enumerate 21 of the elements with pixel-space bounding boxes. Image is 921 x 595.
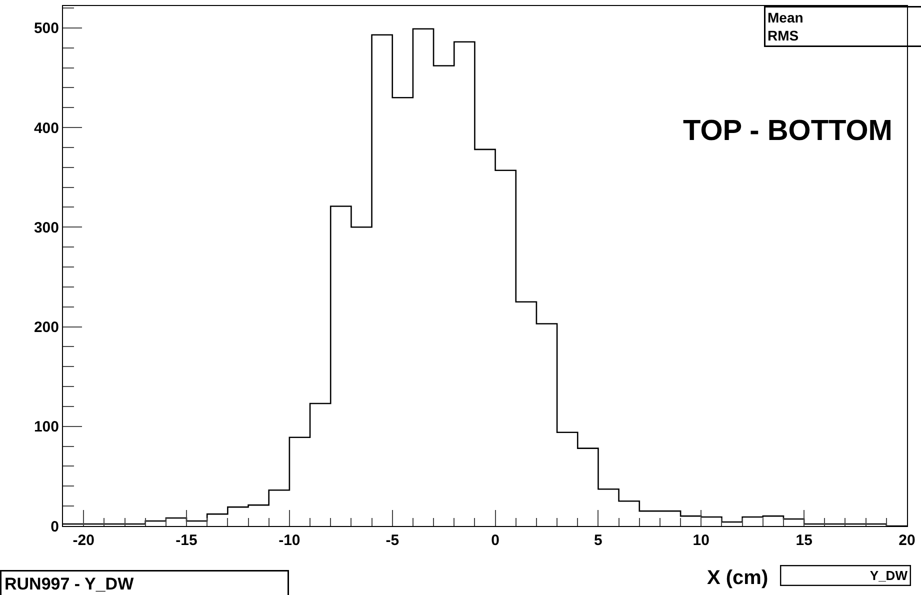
y-tick-label: 100 — [34, 418, 59, 436]
text: RUN997 - Y_DW — [4, 574, 135, 594]
x-tick-label: -10 — [278, 532, 300, 549]
x-tick-label: 5 — [594, 532, 602, 549]
x-tick-label: 10 — [692, 532, 710, 549]
x-tick-label: -5 — [386, 532, 400, 549]
y-tick-label: 200 — [34, 319, 59, 336]
x-tick-label: -15 — [176, 532, 198, 549]
x-axis-title: X (cm) — [707, 567, 768, 589]
y-tick-label: 400 — [34, 120, 59, 137]
text: Y_DW — [870, 568, 908, 584]
x-tick-label: -20 — [72, 532, 94, 549]
annotation: RMS — [768, 28, 799, 44]
y-tick-label: 500 — [34, 20, 59, 38]
y-tick-label: 300 — [34, 219, 59, 236]
x-tick-label: 15 — [796, 532, 812, 549]
annotation: TOP - BOTTOM — [683, 115, 892, 147]
x-tick-label: 20 — [898, 532, 916, 549]
annotation: Mean — [768, 10, 804, 26]
x-tick-label: 0 — [491, 532, 500, 549]
y-tick-label: 0 — [50, 518, 59, 536]
